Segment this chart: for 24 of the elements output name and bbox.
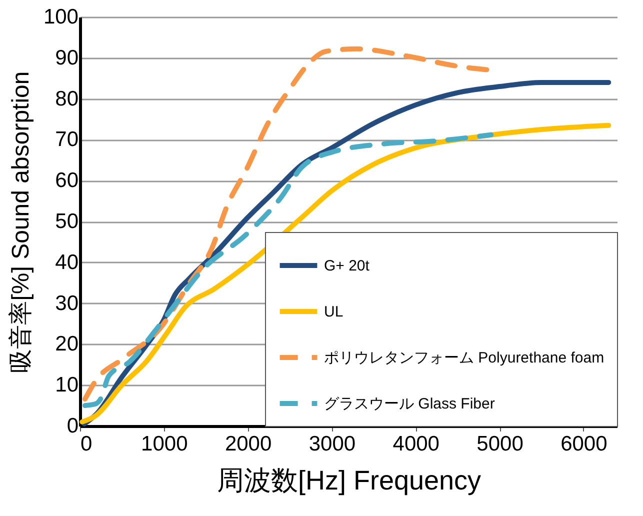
y-tick-label: 90: [55, 46, 78, 70]
x-tick-label: 4000: [392, 432, 440, 456]
y-tick-label: 60: [55, 169, 78, 192]
y-tick-label: 40: [55, 250, 78, 274]
y-tick-label: 70: [55, 128, 78, 152]
y-axis-title: 吸音率[%] Sound absorption: [7, 71, 34, 373]
legend-label: G+ 20t: [324, 258, 370, 274]
x-tick-label: 5000: [476, 432, 524, 456]
legend-label: ポリウレタンフォーム Polyurethane foam: [324, 350, 604, 366]
y-tick-label: 100: [43, 6, 78, 28]
x-tick-label: 2000: [224, 432, 272, 456]
x-axis-title: 周波数[Hz] Frequency: [216, 466, 482, 496]
y-tick-label: 80: [55, 87, 78, 110]
x-tick-label: 6000: [560, 432, 608, 456]
y-tick-label: 30: [55, 292, 78, 315]
legend-label: グラスウール Glass Fiber: [324, 396, 495, 412]
y-tick-label: 20: [55, 332, 78, 356]
y-tick-label: 0: [66, 414, 78, 438]
y-tick-label: 50: [55, 210, 78, 233]
x-tick-label: 0: [80, 432, 92, 456]
legend-label: UL: [324, 304, 344, 320]
x-tick-label: 1000: [141, 432, 188, 456]
y-tick-label: 10: [55, 374, 78, 397]
x-tick-label: 3000: [308, 432, 356, 456]
